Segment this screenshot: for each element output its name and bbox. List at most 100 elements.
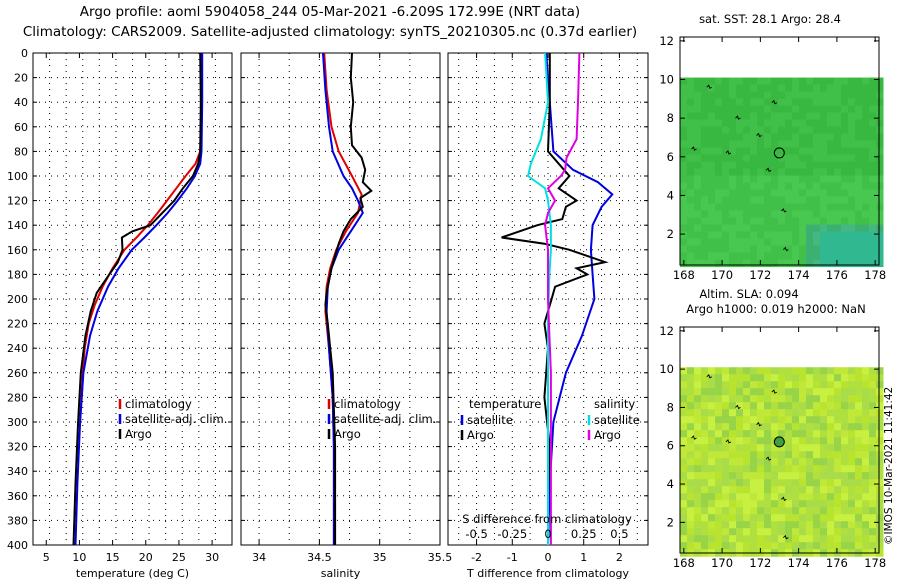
map-cell bbox=[764, 112, 772, 121]
map-cell bbox=[736, 458, 744, 466]
map-cell bbox=[701, 451, 709, 459]
map-cell bbox=[694, 486, 702, 494]
map-cell bbox=[750, 507, 758, 515]
map-cell bbox=[750, 542, 758, 550]
map-cell bbox=[855, 451, 863, 459]
map-cell bbox=[715, 493, 723, 501]
map-cell bbox=[771, 203, 779, 212]
map-cell bbox=[785, 416, 793, 424]
map-cell bbox=[694, 437, 702, 445]
map-cell bbox=[680, 105, 688, 114]
map-cell bbox=[729, 458, 737, 466]
map-cell bbox=[827, 147, 835, 156]
map-cell bbox=[813, 203, 821, 212]
map-cell bbox=[708, 175, 716, 184]
map-cell bbox=[806, 238, 814, 247]
map-cell bbox=[820, 500, 828, 508]
map-cell bbox=[750, 465, 758, 473]
map-cell bbox=[848, 112, 856, 121]
map-cell bbox=[827, 423, 835, 431]
map-cell bbox=[743, 486, 751, 494]
map-cell bbox=[827, 210, 835, 219]
map-cell bbox=[834, 91, 842, 100]
x-tick-label-temperature: 15 bbox=[106, 551, 120, 564]
map-cell bbox=[757, 542, 765, 550]
map-cell bbox=[680, 451, 688, 459]
map-cell bbox=[792, 367, 800, 375]
map-cell bbox=[799, 147, 807, 156]
map-cell bbox=[799, 196, 807, 205]
map-cell bbox=[750, 161, 758, 170]
map-cell bbox=[785, 182, 793, 191]
map-cell bbox=[869, 409, 877, 417]
map-cell bbox=[876, 535, 884, 543]
map-cell bbox=[820, 514, 828, 522]
map-cell bbox=[792, 154, 800, 163]
map-cell bbox=[729, 182, 737, 191]
map-cell bbox=[869, 91, 877, 100]
map-cell bbox=[820, 126, 828, 135]
map-cell bbox=[806, 416, 814, 424]
map-cell bbox=[827, 161, 835, 170]
map-cell bbox=[785, 465, 793, 473]
x-tick-label-temperature: 10 bbox=[72, 551, 86, 564]
map-cell bbox=[785, 91, 793, 100]
map-cell bbox=[680, 203, 688, 212]
map-cell bbox=[757, 91, 765, 100]
map-cell bbox=[680, 231, 688, 240]
map-cell bbox=[799, 252, 807, 261]
map-cell bbox=[743, 535, 751, 543]
map-cell bbox=[785, 224, 793, 233]
map-cell bbox=[736, 528, 744, 536]
map-cell bbox=[750, 472, 758, 480]
map-cell bbox=[806, 84, 814, 93]
map-cell bbox=[876, 84, 884, 93]
map-cell bbox=[722, 119, 730, 128]
map-y-tick-label: 12 bbox=[659, 324, 674, 338]
map-cell bbox=[750, 147, 758, 156]
map-cell bbox=[764, 514, 772, 522]
map-cell bbox=[827, 217, 835, 226]
map-cell bbox=[869, 423, 877, 431]
map-subtitle-h1000: Argo h1000: 0.019 h2000: NaN bbox=[686, 302, 865, 316]
map-cell bbox=[729, 381, 737, 389]
map-cell bbox=[771, 133, 779, 142]
map-cell bbox=[687, 430, 695, 438]
map-cell bbox=[757, 402, 765, 410]
map-cell bbox=[820, 486, 828, 494]
map-cell bbox=[701, 500, 709, 508]
map-cell bbox=[792, 535, 800, 543]
map-cell bbox=[813, 444, 821, 452]
map-cell bbox=[813, 238, 821, 247]
map-cell bbox=[855, 77, 863, 86]
map-cell bbox=[799, 409, 807, 417]
map-cell bbox=[834, 98, 842, 107]
map-cell bbox=[750, 521, 758, 529]
map-cell bbox=[841, 451, 849, 459]
legend-title-salinity: salinity bbox=[594, 397, 635, 411]
map-cell bbox=[827, 388, 835, 396]
map-cell bbox=[876, 479, 884, 487]
map-cell bbox=[848, 231, 856, 240]
map-cell bbox=[736, 231, 744, 240]
top-tick-label: -0.5 bbox=[465, 527, 487, 541]
map-cell bbox=[841, 507, 849, 515]
map-cell bbox=[778, 91, 786, 100]
map-cell bbox=[813, 112, 821, 121]
map-cell bbox=[701, 224, 709, 233]
map-cell bbox=[834, 105, 842, 114]
map-cell bbox=[820, 423, 828, 431]
map-cell bbox=[722, 168, 730, 177]
map-cell bbox=[841, 217, 849, 226]
map-cell bbox=[687, 374, 695, 382]
map-cell bbox=[757, 238, 765, 247]
map-cell bbox=[680, 444, 688, 452]
map-cell bbox=[694, 535, 702, 543]
map-cell bbox=[827, 409, 835, 417]
map-cell bbox=[862, 500, 870, 508]
x-axis-label-difference: T difference from climatology bbox=[466, 567, 629, 580]
map-cell bbox=[750, 430, 758, 438]
map-cell bbox=[757, 203, 765, 212]
map-cell bbox=[729, 514, 737, 522]
map-cell bbox=[687, 458, 695, 466]
